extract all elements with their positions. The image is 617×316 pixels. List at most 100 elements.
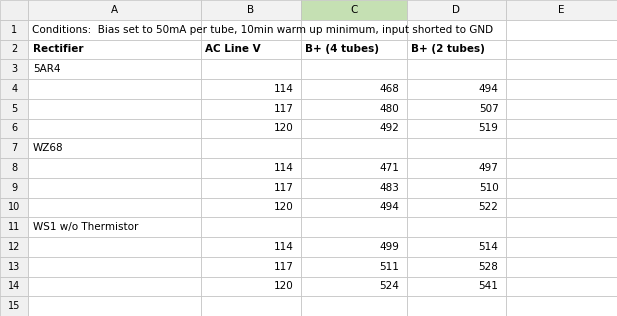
Bar [201, 276, 301, 296]
Bar [0, 257, 28, 276]
Bar [407, 40, 506, 59]
Bar [301, 276, 407, 296]
Bar [506, 99, 617, 118]
Bar [28, 237, 201, 257]
Text: 114: 114 [274, 242, 294, 252]
Text: 15: 15 [8, 301, 20, 311]
Bar [301, 118, 407, 138]
Bar [506, 138, 617, 158]
Text: 2: 2 [11, 44, 17, 54]
Text: AC Line V: AC Line V [205, 44, 260, 54]
Bar [0, 118, 28, 138]
Bar [0, 178, 28, 198]
Bar [28, 40, 201, 59]
Bar [0, 198, 28, 217]
Text: 511: 511 [379, 262, 399, 272]
Bar [0, 79, 28, 99]
Text: 13: 13 [8, 262, 20, 272]
Bar [28, 276, 201, 296]
Bar [506, 79, 617, 99]
Bar [301, 40, 407, 59]
Bar [506, 257, 617, 276]
Bar [301, 237, 407, 257]
Bar [201, 99, 301, 118]
Bar [301, 20, 407, 40]
Bar [301, 296, 407, 316]
Text: 120: 120 [274, 123, 294, 133]
Text: 120: 120 [274, 202, 294, 212]
Text: 514: 514 [479, 242, 499, 252]
Bar [407, 99, 506, 118]
Text: 11: 11 [8, 222, 20, 232]
Text: A: A [111, 5, 118, 15]
Bar [28, 198, 201, 217]
Text: 468: 468 [379, 84, 399, 94]
Text: 6: 6 [11, 123, 17, 133]
Bar [506, 0, 617, 20]
Text: 519: 519 [479, 123, 499, 133]
Bar [0, 217, 28, 237]
Bar [301, 138, 407, 158]
Text: 483: 483 [379, 183, 399, 193]
Text: 471: 471 [379, 163, 399, 173]
Bar [201, 178, 301, 198]
Bar [506, 20, 617, 40]
Text: WS1 w/o Thermistor: WS1 w/o Thermistor [33, 222, 138, 232]
Bar [201, 40, 301, 59]
Bar [506, 118, 617, 138]
Bar [0, 20, 28, 40]
Bar [28, 296, 201, 316]
Bar [407, 59, 506, 79]
Text: WZ68: WZ68 [33, 143, 64, 153]
Bar [407, 276, 506, 296]
Text: 1: 1 [11, 25, 17, 35]
Text: 522: 522 [479, 202, 499, 212]
Text: C: C [350, 5, 357, 15]
Bar [407, 0, 506, 20]
Text: 480: 480 [379, 104, 399, 114]
Text: B: B [247, 5, 254, 15]
Bar [506, 296, 617, 316]
Bar [506, 217, 617, 237]
Bar [201, 0, 301, 20]
Bar [407, 257, 506, 276]
Bar [28, 138, 201, 158]
Bar [301, 0, 407, 20]
Bar [201, 138, 301, 158]
Bar [0, 0, 28, 20]
Text: 4: 4 [11, 84, 17, 94]
Bar [0, 158, 28, 178]
Text: 3: 3 [11, 64, 17, 74]
Text: 8: 8 [11, 163, 17, 173]
Text: 510: 510 [479, 183, 499, 193]
Text: E: E [558, 5, 565, 15]
Bar [28, 20, 201, 40]
Text: Rectifier: Rectifier [33, 44, 83, 54]
Text: 494: 494 [479, 84, 499, 94]
Bar [301, 217, 407, 237]
Bar [28, 217, 201, 237]
Bar [301, 198, 407, 217]
Bar [407, 198, 506, 217]
Bar [0, 40, 28, 59]
Bar [201, 198, 301, 217]
Text: 9: 9 [11, 183, 17, 193]
Bar [506, 198, 617, 217]
Bar [301, 158, 407, 178]
Bar [506, 59, 617, 79]
Text: 14: 14 [8, 281, 20, 291]
Bar [201, 158, 301, 178]
Text: B+ (4 tubes): B+ (4 tubes) [305, 44, 379, 54]
Text: 499: 499 [379, 242, 399, 252]
Text: 10: 10 [8, 202, 20, 212]
Bar [301, 257, 407, 276]
Bar [201, 296, 301, 316]
Text: 507: 507 [479, 104, 499, 114]
Bar [0, 296, 28, 316]
Bar [0, 59, 28, 79]
Bar [301, 79, 407, 99]
Text: 492: 492 [379, 123, 399, 133]
Text: 117: 117 [274, 262, 294, 272]
Bar [201, 237, 301, 257]
Text: 117: 117 [274, 104, 294, 114]
